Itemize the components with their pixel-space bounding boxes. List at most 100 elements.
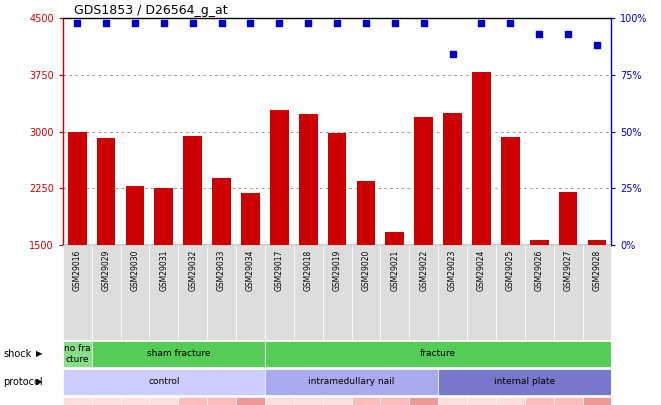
Text: GSM29020: GSM29020	[362, 250, 370, 291]
Bar	[323, 396, 352, 405]
Bar	[438, 369, 611, 395]
Bar	[68, 132, 87, 245]
Bar	[155, 188, 173, 245]
Bar	[92, 396, 120, 405]
Text: GSM29018: GSM29018	[304, 250, 313, 291]
Text: protocol: protocol	[3, 377, 43, 387]
Bar	[120, 396, 149, 405]
Bar	[530, 240, 549, 245]
Text: control: control	[148, 377, 180, 386]
Text: internal plate: internal plate	[494, 377, 555, 386]
Bar	[501, 137, 520, 245]
Bar	[588, 240, 606, 245]
Bar	[381, 396, 409, 405]
Point	[245, 19, 256, 26]
Point	[101, 19, 112, 26]
Point	[159, 19, 169, 26]
Text: GSM29019: GSM29019	[332, 250, 342, 291]
Bar	[120, 245, 149, 340]
Bar	[323, 245, 352, 340]
Text: GSM29016: GSM29016	[73, 250, 82, 291]
Text: GSM29025: GSM29025	[506, 250, 515, 291]
Bar	[92, 245, 120, 340]
Bar	[97, 138, 116, 245]
Text: ▶: ▶	[36, 350, 43, 358]
Point	[505, 19, 516, 26]
Bar	[525, 396, 554, 405]
Text: intramedullary nail: intramedullary nail	[309, 377, 395, 386]
Bar	[467, 396, 496, 405]
Bar	[265, 341, 611, 367]
Bar	[92, 341, 265, 367]
Bar	[356, 181, 375, 245]
Text: GSM29031: GSM29031	[159, 250, 169, 291]
Bar	[467, 245, 496, 340]
Point	[274, 19, 285, 26]
Text: fracture: fracture	[420, 350, 456, 358]
Bar	[236, 245, 265, 340]
Bar	[414, 117, 433, 245]
Text: ▶: ▶	[36, 377, 43, 386]
Bar	[352, 245, 381, 340]
Bar	[299, 114, 318, 245]
Bar	[265, 396, 293, 405]
Bar	[265, 245, 293, 340]
Text: no fra
cture: no fra cture	[64, 344, 91, 364]
Bar	[149, 245, 178, 340]
Bar	[496, 396, 525, 405]
Bar	[444, 113, 462, 245]
Bar	[438, 396, 467, 405]
Text: GSM29028: GSM29028	[592, 250, 602, 291]
Bar	[207, 245, 236, 340]
Point	[534, 31, 545, 37]
Bar	[559, 192, 578, 245]
Bar	[409, 396, 438, 405]
Text: GDS1853 / D26564_g_at: GDS1853 / D26564_g_at	[74, 4, 227, 17]
Point	[447, 51, 458, 58]
Text: GSM29033: GSM29033	[217, 250, 226, 291]
Text: GSM29022: GSM29022	[419, 250, 428, 291]
Bar	[149, 396, 178, 405]
Point	[303, 19, 313, 26]
Text: GSM29034: GSM29034	[246, 250, 255, 291]
Bar	[409, 245, 438, 340]
Point	[592, 42, 602, 49]
Bar	[381, 245, 409, 340]
Bar	[178, 396, 207, 405]
Bar	[582, 245, 611, 340]
Bar	[352, 396, 381, 405]
Bar	[293, 245, 323, 340]
Text: shock: shock	[3, 349, 32, 359]
Text: GSM29030: GSM29030	[130, 250, 139, 291]
Text: GSM29017: GSM29017	[275, 250, 284, 291]
Bar	[438, 245, 467, 340]
Point	[476, 19, 486, 26]
Point	[361, 19, 371, 26]
Point	[418, 19, 429, 26]
Bar	[554, 396, 582, 405]
Bar	[183, 136, 202, 245]
Text: GSM29026: GSM29026	[535, 250, 544, 291]
Bar	[525, 245, 554, 340]
Bar	[582, 396, 611, 405]
Point	[332, 19, 342, 26]
Text: GSM29023: GSM29023	[448, 250, 457, 291]
Bar	[178, 245, 207, 340]
Text: GSM29029: GSM29029	[102, 250, 110, 291]
Text: sham fracture: sham fracture	[147, 350, 210, 358]
Bar	[212, 179, 231, 245]
Point	[130, 19, 140, 26]
Bar	[207, 396, 236, 405]
Text: GSM29024: GSM29024	[477, 250, 486, 291]
Bar	[496, 245, 525, 340]
Bar	[63, 396, 92, 405]
Bar	[63, 369, 265, 395]
Bar	[241, 193, 260, 245]
Bar	[265, 369, 438, 395]
Bar	[293, 396, 323, 405]
Text: GSM29032: GSM29032	[188, 250, 197, 291]
Point	[72, 19, 83, 26]
Point	[188, 19, 198, 26]
Bar	[126, 186, 144, 245]
Point	[563, 31, 573, 37]
